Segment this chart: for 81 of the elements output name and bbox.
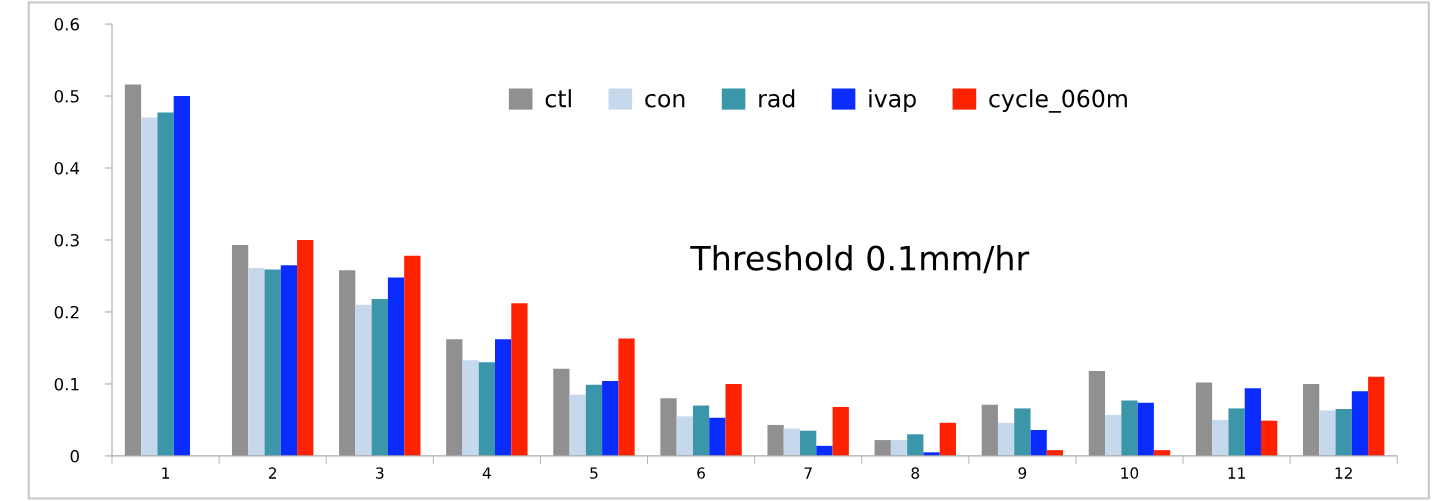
- bar: [1228, 408, 1245, 456]
- bar: [495, 339, 512, 456]
- bar: [1335, 409, 1352, 456]
- bar: [981, 404, 998, 456]
- bar: [890, 440, 908, 456]
- bar: [1137, 402, 1154, 456]
- bar: [404, 255, 421, 456]
- bar: [248, 268, 265, 456]
- x-tick-label: 1: [162, 467, 170, 479]
- y-tick-label: 0.4: [54, 161, 80, 175]
- bar: [1244, 388, 1261, 456]
- bar: [800, 430, 817, 456]
- y-tick-label: 0.2: [54, 305, 79, 319]
- y-tick-label: 0: [70, 449, 79, 463]
- bar: [832, 406, 849, 456]
- bar: [1260, 420, 1278, 456]
- bar: [602, 381, 619, 456]
- bar: [462, 360, 479, 456]
- x-tick-label: 11: [1228, 467, 1245, 479]
- bar: [618, 338, 635, 456]
- x-tick-label: 4: [482, 467, 491, 479]
- bar: [709, 417, 726, 456]
- bar: [660, 398, 677, 456]
- x-tick-label: 7: [804, 467, 812, 479]
- bar: [816, 445, 833, 456]
- bar: [141, 117, 158, 456]
- bar: [553, 368, 570, 456]
- x-tick-label: 3: [376, 467, 384, 479]
- legend-label: ctl: [545, 89, 571, 108]
- bar: [939, 422, 956, 456]
- bar: [1088, 370, 1106, 456]
- bar: [1105, 414, 1122, 456]
- legend-label: con: [645, 93, 685, 108]
- bar: [1121, 400, 1138, 456]
- bar: [387, 277, 405, 456]
- bar: [371, 299, 388, 456]
- bar: [157, 112, 174, 456]
- bar: [692, 405, 710, 456]
- bar: [355, 304, 372, 456]
- bar: [725, 383, 742, 456]
- bar: [173, 96, 190, 456]
- bar: [1319, 410, 1336, 456]
- bar: [264, 269, 281, 456]
- bar: [478, 362, 495, 456]
- bar: [124, 84, 142, 456]
- x-tick-label: 8: [911, 467, 920, 479]
- legend-label: cycle_060m: [989, 89, 1127, 113]
- bar: [1368, 376, 1385, 456]
- bar: [767, 424, 784, 456]
- bar: [1030, 430, 1047, 456]
- bar: [297, 239, 314, 456]
- bar: [231, 245, 249, 456]
- y-tick-label: 0.6: [54, 18, 80, 31]
- bar: [569, 394, 586, 456]
- bar: [1195, 382, 1213, 456]
- x-tick-label: 5: [590, 467, 598, 479]
- bar: [1014, 408, 1031, 456]
- annotation: Threshold 0.1mm/hr: [690, 244, 1030, 274]
- bar: [907, 434, 924, 456]
- bar: [511, 303, 528, 456]
- y-tick-label: 0.3: [54, 233, 79, 247]
- x-tick-label: 10: [1121, 467, 1139, 479]
- x-tick-label: 6: [697, 467, 705, 479]
- legend-label: rad: [759, 89, 795, 108]
- bar: [339, 270, 356, 456]
- bar: [585, 384, 603, 456]
- y-tick-label: 0.5: [54, 89, 79, 103]
- bar: [1302, 383, 1320, 456]
- x-tick-label: 2: [268, 467, 276, 479]
- legend-label: ivap: [869, 89, 916, 113]
- bar: [874, 440, 891, 456]
- y-tick-label: 0.1: [54, 377, 79, 391]
- x-tick-label: 9: [1018, 467, 1027, 479]
- x-tick-label: 12: [1335, 467, 1352, 479]
- bar: [1351, 391, 1369, 456]
- bar: [997, 422, 1015, 456]
- bar: [446, 339, 463, 456]
- bar: [280, 265, 298, 456]
- bar: [783, 428, 801, 456]
- bar: [676, 416, 693, 456]
- bar: [1212, 419, 1229, 456]
